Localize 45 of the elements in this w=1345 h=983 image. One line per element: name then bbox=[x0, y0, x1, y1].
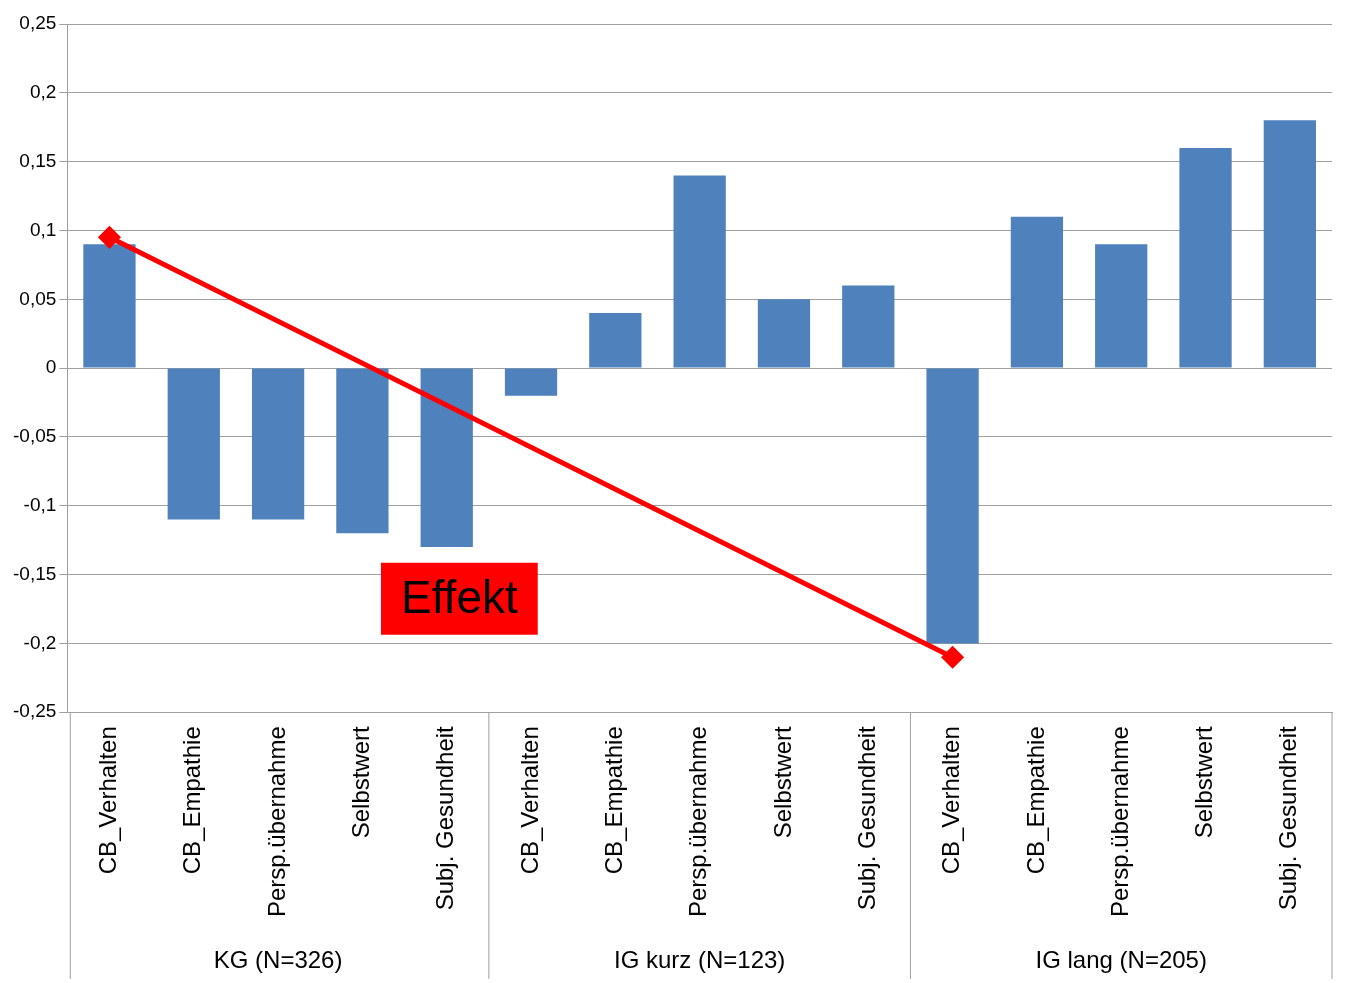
bar bbox=[1179, 147, 1232, 368]
bar bbox=[589, 313, 642, 368]
x-tick-label: CB_Verhalten bbox=[937, 726, 965, 875]
text: KG (N=326) bbox=[213, 945, 343, 973]
x-tick-label: CB_Verhalten bbox=[515, 726, 543, 875]
bar bbox=[167, 368, 220, 520]
y-tick-label: -0,25 bbox=[12, 700, 57, 722]
y-tick-label: -0,15 bbox=[12, 562, 57, 584]
text: IG kurz (N=123) bbox=[613, 945, 786, 973]
x-tick-label: Selbstwert bbox=[347, 725, 375, 839]
y-tick-label: 0,15 bbox=[19, 149, 57, 171]
y-tick-label: 0,2 bbox=[29, 81, 57, 103]
y-tick-label: -0,1 bbox=[23, 493, 57, 515]
x-tick-label: Persp.übernahme bbox=[1105, 726, 1133, 917]
bar bbox=[1095, 244, 1148, 368]
y-tick-label: -0,2 bbox=[23, 631, 57, 653]
bar bbox=[1010, 216, 1064, 368]
x-tick-label: CB_Empathie bbox=[178, 726, 206, 875]
bar bbox=[757, 299, 811, 368]
bar bbox=[420, 368, 473, 548]
y-tick-label: -0,05 bbox=[12, 425, 57, 447]
y-tick-label: 0,05 bbox=[19, 287, 57, 309]
y-tick-label: 0,1 bbox=[29, 218, 57, 240]
x-tick-label: Persp.übernahme bbox=[262, 726, 290, 917]
x-tick-label: Subj. Gesundheit bbox=[852, 725, 880, 911]
y-tick-label: 0 bbox=[45, 356, 57, 378]
x-tick-label: Persp.übernahme bbox=[684, 726, 712, 917]
bar bbox=[336, 368, 389, 534]
x-tick-label: CB_Empathie bbox=[599, 726, 627, 875]
x-tick-label: CB_Empathie bbox=[1021, 726, 1049, 875]
x-tick-label: Selbstwert bbox=[768, 725, 796, 839]
x-tick-label: Subj. Gesundheit bbox=[431, 725, 459, 911]
bar bbox=[926, 368, 979, 644]
bar bbox=[504, 368, 558, 396]
bar bbox=[251, 368, 305, 520]
x-tick-label: Subj. Gesundheit bbox=[1274, 725, 1302, 911]
annotation: Effekt bbox=[400, 571, 518, 624]
bar bbox=[1263, 120, 1316, 368]
x-tick-label: CB_Verhalten bbox=[94, 726, 122, 875]
bar bbox=[842, 285, 895, 368]
y-tick-label: 0,25 bbox=[19, 12, 57, 34]
bar bbox=[83, 244, 136, 368]
x-tick-label: Selbstwert bbox=[1190, 725, 1218, 839]
bar bbox=[673, 175, 726, 368]
text: IG lang (N=205) bbox=[1035, 945, 1207, 973]
